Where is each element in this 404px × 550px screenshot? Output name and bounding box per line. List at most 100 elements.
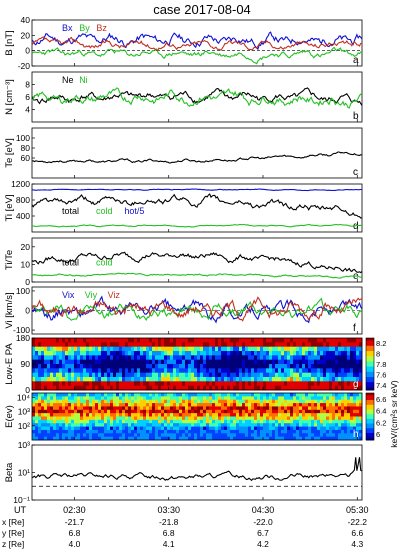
spectrogram-cell	[257, 364, 261, 369]
spectrogram-cell	[185, 372, 189, 378]
spectrogram-cell	[317, 403, 321, 407]
spectrogram-cell	[155, 419, 159, 424]
spectrogram-cell	[251, 364, 255, 369]
spectrogram-cell	[122, 419, 126, 424]
spectrogram-cell	[272, 416, 276, 421]
spectrogram-cell	[209, 416, 213, 421]
spectrogram-cell	[122, 406, 126, 411]
spectrogram-cell	[314, 396, 318, 401]
spectrogram-cell	[158, 372, 162, 378]
spectrogram-cell	[143, 403, 147, 407]
spectrogram-cell	[329, 419, 333, 424]
spectrogram-cell	[212, 385, 216, 391]
spectrogram-cell	[236, 385, 240, 391]
spectrogram-cell	[140, 372, 144, 378]
spectrogram-cell	[290, 399, 294, 404]
legend-entry: Ni	[79, 75, 88, 85]
spectrogram-cell	[341, 406, 345, 411]
spectrogram-cell	[353, 429, 357, 434]
spectrogram-cell	[56, 393, 60, 397]
colorbar-swatch	[366, 361, 374, 364]
spectrogram-cell	[302, 385, 306, 391]
spectrogram-cell	[173, 351, 177, 356]
spectrogram-cell	[50, 396, 54, 401]
spectrogram-cell	[143, 372, 147, 378]
spectrogram-cell	[98, 351, 102, 356]
spectrogram-cell	[44, 351, 48, 356]
spectrogram-cell	[59, 426, 63, 431]
spectrogram-cell	[179, 416, 183, 421]
spectrogram-cell	[32, 355, 36, 361]
spectrogram-cell	[299, 423, 303, 427]
spectrogram-cell	[89, 364, 93, 369]
spectrogram-cell	[224, 346, 228, 352]
spectrogram-cell	[53, 342, 57, 348]
spectrogram-cell	[32, 399, 36, 404]
spectrogram-cell	[305, 419, 309, 424]
spectrogram-cell	[83, 372, 87, 378]
spectrogram-cell	[89, 416, 93, 421]
spectrogram-cell	[284, 426, 288, 431]
spectrogram-cell	[242, 429, 246, 434]
spectrogram-cell	[353, 377, 357, 382]
spectrogram-cell	[248, 393, 252, 397]
spectrogram-cell	[134, 393, 138, 397]
spectrogram-cell	[44, 377, 48, 382]
spectrogram-cell	[32, 423, 36, 427]
spectrogram-cell	[89, 355, 93, 361]
spectrogram-cell	[203, 406, 207, 411]
spectrogram-cell	[215, 393, 219, 397]
spectrogram-cell	[143, 359, 147, 365]
spectrogram-cell	[194, 406, 198, 411]
spectrogram-cell	[68, 416, 72, 421]
spectrogram-cell	[278, 423, 282, 427]
spectrogram-cell	[104, 355, 108, 361]
spectrogram-cell	[149, 429, 153, 434]
y-axis-label: Beta	[4, 462, 15, 482]
spectrogram-cell	[218, 351, 222, 356]
spectrogram-cell	[203, 416, 207, 421]
spectrogram-cell	[350, 429, 354, 434]
spectrogram-cell	[212, 406, 216, 411]
spectrogram-cell	[287, 403, 291, 407]
spectrogram-cell	[56, 416, 60, 421]
spectrogram-cell	[320, 385, 324, 391]
spectrogram-cell	[239, 419, 243, 424]
spectrogram-cell	[308, 338, 312, 343]
spectrogram-cell	[119, 355, 123, 361]
spectrogram-cell	[194, 338, 198, 343]
y-tick-label: 0	[25, 46, 30, 56]
ephemeris-value: 6.8	[69, 528, 81, 538]
spectrogram-cell	[335, 416, 339, 421]
spectrogram-cell	[356, 396, 360, 401]
spectrogram-cell	[188, 396, 192, 401]
spectrogram-cell	[251, 359, 255, 365]
spectrogram-cell	[35, 436, 39, 441]
colorbar-swatch	[366, 430, 374, 433]
colorbar-swatch	[366, 340, 374, 343]
spectrogram-cell	[338, 436, 342, 441]
spectrogram-cell	[104, 426, 108, 431]
spectrogram-cell	[164, 416, 168, 421]
spectrogram-cell	[224, 368, 228, 374]
spectrogram-cell	[224, 399, 228, 404]
spectrogram-cell	[44, 393, 48, 397]
spectrogram-cell	[128, 355, 132, 361]
spectrogram-cell	[236, 429, 240, 434]
spectrogram-cell	[242, 368, 246, 374]
spectrogram-cell	[308, 372, 312, 378]
spectrogram-cell	[83, 359, 87, 365]
spectrogram-cell	[227, 396, 231, 401]
spectrogram-cell	[227, 419, 231, 424]
spectrogram-cell	[209, 426, 213, 431]
spectrogram-cell	[83, 393, 87, 397]
spectrogram-cell	[155, 393, 159, 397]
spectrogram-cell	[281, 338, 285, 343]
spectrogram-cell	[173, 413, 177, 417]
spectrogram-cell	[95, 419, 99, 424]
spectrogram-cell	[218, 423, 222, 427]
spectrogram-cell	[137, 364, 141, 369]
spectrogram-cell	[140, 429, 144, 434]
spectrogram-cell	[227, 409, 231, 414]
spectrogram-cell	[197, 342, 201, 348]
